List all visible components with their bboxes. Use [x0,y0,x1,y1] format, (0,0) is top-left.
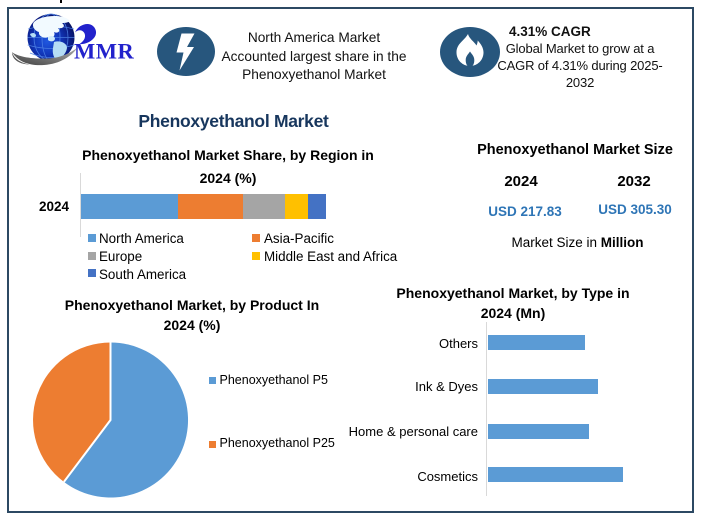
svg-text:MMR: MMR [74,39,134,64]
